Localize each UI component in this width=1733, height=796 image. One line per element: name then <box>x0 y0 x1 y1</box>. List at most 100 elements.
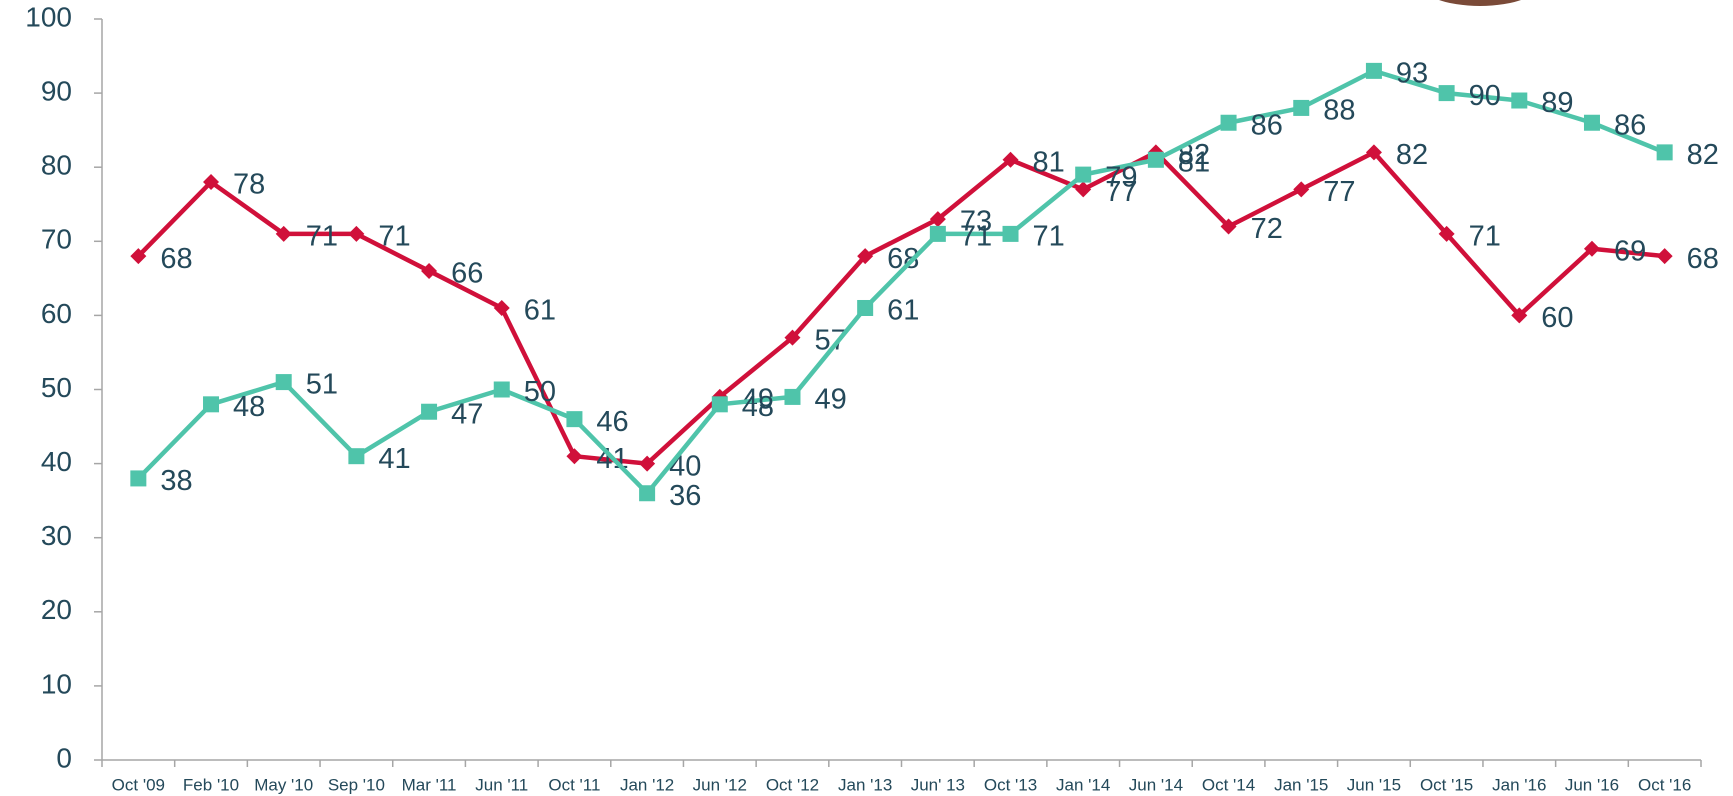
data-label: 69 <box>1614 235 1646 267</box>
data-label: 38 <box>160 465 192 497</box>
marker <box>1438 85 1455 102</box>
y-tick-label: 20 <box>41 594 72 625</box>
y-tick-label: 10 <box>41 668 72 699</box>
series-line <box>136 68 1666 496</box>
x-tick-label: Oct '12 <box>766 775 819 794</box>
marker <box>639 485 656 502</box>
y-tick-label: 80 <box>41 150 72 181</box>
marker <box>203 396 220 413</box>
x-tick-label: Jun' 13 <box>911 775 965 794</box>
marker <box>929 211 946 228</box>
data-label: 82 <box>1396 139 1428 171</box>
data-label: 46 <box>596 406 628 438</box>
marker <box>929 225 946 242</box>
data-label: 71 <box>960 221 992 253</box>
data-label: 71 <box>1469 221 1501 253</box>
marker <box>1511 307 1528 324</box>
y-tick-label: 60 <box>41 298 72 329</box>
marker <box>711 396 728 413</box>
x-tick-label: Oct '13 <box>984 775 1037 794</box>
data-label: 78 <box>233 169 265 201</box>
data-label: 72 <box>1251 213 1283 245</box>
decoration <box>1439 0 1521 6</box>
x-tick-label: Jan '16 <box>1492 775 1546 794</box>
marker <box>1656 144 1673 161</box>
data-label: 66 <box>451 258 483 290</box>
data-label: 48 <box>233 391 265 423</box>
marker <box>348 448 365 465</box>
data-label: 51 <box>306 369 338 401</box>
x-tick-label: Jun '16 <box>1565 775 1619 794</box>
x-tick-label: Oct '16 <box>1638 775 1691 794</box>
x-tick-label: Oct '14 <box>1202 775 1255 794</box>
y-tick-label: 90 <box>41 75 72 106</box>
data-label: 86 <box>1251 109 1283 141</box>
marker <box>1656 248 1673 265</box>
x-tick-label: Feb '10 <box>183 775 239 794</box>
x-tick-label: Jun '14 <box>1129 775 1183 794</box>
marker <box>784 388 801 405</box>
y-tick-label: 50 <box>41 372 72 403</box>
marker <box>1220 218 1237 235</box>
data-label: 71 <box>306 221 338 253</box>
data-label: 61 <box>524 295 556 327</box>
marker <box>1002 151 1019 168</box>
y-tick-label: 100 <box>25 1 72 32</box>
marker <box>275 225 292 242</box>
x-tick-label: Oct '09 <box>112 775 165 794</box>
data-label: 71 <box>378 221 410 253</box>
marker <box>1583 114 1600 131</box>
marker <box>566 448 583 465</box>
marker <box>275 374 292 391</box>
x-tick-label: Jan '12 <box>620 775 674 794</box>
x-tick-label: Mar '11 <box>402 775 457 794</box>
marker <box>203 174 220 191</box>
marker <box>493 299 510 316</box>
marker <box>857 299 874 316</box>
data-label: 79 <box>1105 161 1137 193</box>
y-tick-label: 30 <box>41 520 72 551</box>
marker <box>1075 166 1092 183</box>
data-label: 90 <box>1469 80 1501 112</box>
data-label: 36 <box>669 480 701 512</box>
data-label: 48 <box>742 391 774 423</box>
data-label: 50 <box>524 376 556 408</box>
data-label: 81 <box>1033 146 1065 178</box>
data-label: 41 <box>378 443 410 475</box>
data-label: 68 <box>160 243 192 275</box>
marker <box>1293 181 1310 198</box>
x-tick-label: Jan '13 <box>838 775 892 794</box>
data-label: 82 <box>1687 139 1719 171</box>
marker <box>1438 225 1455 242</box>
y-tick-label: 70 <box>41 224 72 255</box>
marker <box>1365 144 1382 161</box>
data-label: 88 <box>1323 95 1355 127</box>
marker <box>421 403 438 420</box>
data-label: 68 <box>1687 243 1719 275</box>
data-label: 81 <box>1178 146 1210 178</box>
marker <box>1293 99 1310 116</box>
data-label: 60 <box>1541 302 1573 334</box>
series-line <box>136 150 1665 466</box>
marker <box>130 470 147 487</box>
x-tick-label: Jun '15 <box>1347 775 1401 794</box>
marker <box>421 262 438 279</box>
data-label: 86 <box>1614 109 1646 141</box>
marker <box>1365 62 1382 79</box>
data-label: 40 <box>669 450 701 482</box>
marker <box>639 455 656 472</box>
marker <box>1220 114 1237 131</box>
y-tick-label: 0 <box>56 742 72 773</box>
marker <box>566 411 583 428</box>
x-tick-label: Oct '11 <box>548 775 600 794</box>
marker <box>1147 151 1164 168</box>
data-label: 93 <box>1396 58 1428 90</box>
marker <box>1583 240 1600 257</box>
data-label: 89 <box>1541 87 1573 119</box>
marker <box>348 225 365 242</box>
marker <box>1511 92 1528 109</box>
marker <box>784 329 801 346</box>
marker <box>1075 181 1092 198</box>
data-label: 47 <box>451 398 483 430</box>
